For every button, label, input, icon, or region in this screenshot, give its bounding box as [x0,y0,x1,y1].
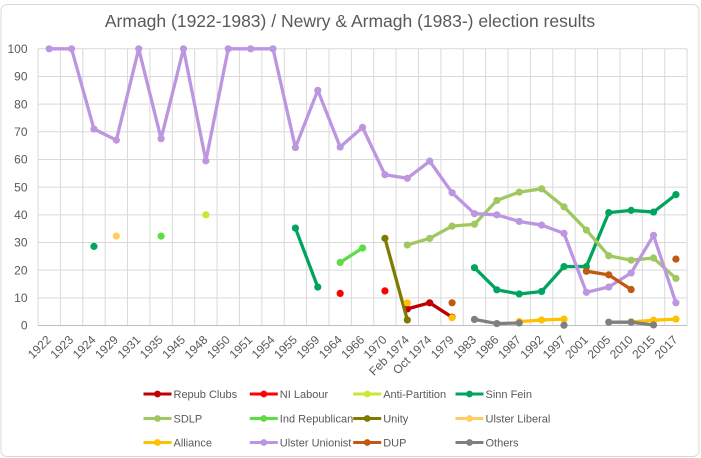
svg-text:60: 60 [14,153,28,167]
svg-text:DUP: DUP [383,438,406,450]
svg-text:80: 80 [14,97,28,111]
svg-text:Sinn Fein: Sinn Fein [486,389,532,401]
svg-text:Others: Others [486,438,520,450]
svg-text:Unity: Unity [383,414,409,426]
svg-text:Ind Republican: Ind Republican [280,414,353,426]
svg-text:30: 30 [14,236,28,250]
svg-text:Anti-Partition: Anti-Partition [383,389,446,401]
svg-text:SDLP: SDLP [174,414,203,426]
svg-text:Armagh (1922-1983) / Newry & A: Armagh (1922-1983) / Newry & Armagh (198… [105,11,595,31]
svg-text:10: 10 [14,291,28,305]
svg-text:Ulster Unionist: Ulster Unionist [280,438,352,450]
svg-text:50: 50 [14,180,28,194]
svg-text:20: 20 [14,263,28,277]
svg-text:Alliance: Alliance [174,438,213,450]
svg-text:100: 100 [7,42,27,56]
svg-text:Ulster Liberal: Ulster Liberal [486,414,551,426]
svg-text:0: 0 [21,319,28,333]
svg-text:NI Labour: NI Labour [280,389,329,401]
svg-text:90: 90 [14,70,28,84]
svg-text:40: 40 [14,208,28,222]
svg-text:Repub Clubs: Repub Clubs [174,389,238,401]
svg-text:70: 70 [14,125,28,139]
